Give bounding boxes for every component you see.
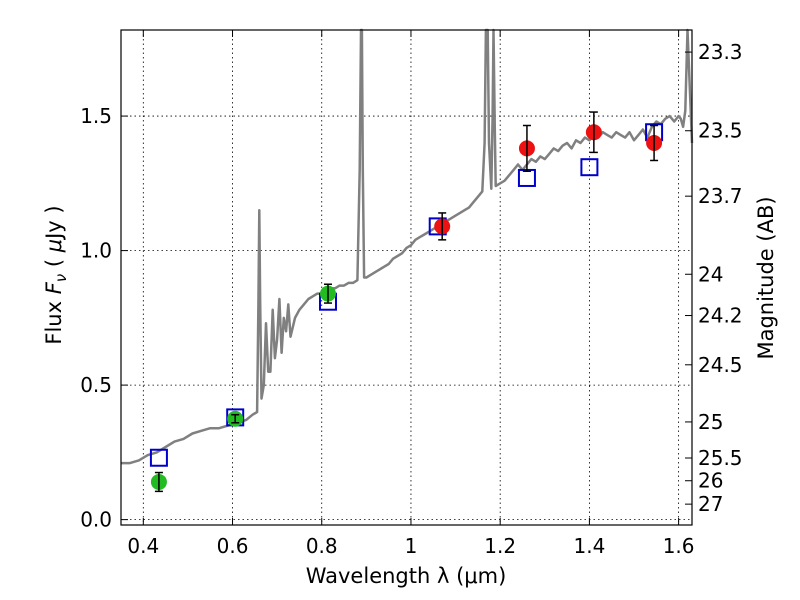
x-tick-label: 1.2 <box>484 534 516 558</box>
x-tick-label: 0.8 <box>306 534 338 558</box>
y2-tick-label: 26 <box>698 469 723 493</box>
x-axis-label: Wavelength λ (μm) <box>306 564 507 588</box>
y2-tick-label: 23.7 <box>698 184 743 208</box>
x-tick-label: 1.6 <box>663 534 695 558</box>
y-axis-ticks: 0.0 0.5 1.0 1.5 <box>80 104 128 532</box>
observed-optical-series <box>150 283 336 493</box>
y-axis-label-part: μ <box>42 239 66 253</box>
model-points-series <box>149 123 664 467</box>
x-axis-ticks: 0.4 0.6 0.8 1 1.2 1.4 1.6 <box>127 30 695 558</box>
y2-tick-label: 24 <box>698 262 723 286</box>
model-point <box>580 158 599 177</box>
y2-axis-label: Magnitude (AB) <box>754 196 778 359</box>
y2-tick-label: 23.5 <box>698 119 743 143</box>
plot-data-area <box>121 28 694 493</box>
plot-frame <box>120 29 693 526</box>
y2-tick-label: 25.5 <box>698 446 743 470</box>
y-axis-label-part: ν <box>52 274 70 282</box>
x-tick-label: 1 <box>405 534 418 558</box>
y-tick-label: 0.0 <box>80 508 112 532</box>
y-axis-label-part: ( <box>42 252 66 274</box>
model-spectrum-line <box>121 28 694 465</box>
grid-lines <box>121 30 692 525</box>
model-point <box>149 448 168 467</box>
x-tick-label: 0.6 <box>217 534 249 558</box>
y-tick-label: 1.5 <box>80 104 112 128</box>
y-axis-label-part: Flux <box>42 294 66 344</box>
observed-nir-series <box>434 111 663 241</box>
y2-tick-label: 25 <box>698 410 723 434</box>
model-point <box>517 168 536 187</box>
y-tick-label: 1.0 <box>80 239 112 263</box>
y-axis-label-part: Jy ) <box>42 205 66 241</box>
y2-tick-label: 23.3 <box>698 40 743 64</box>
x-tick-label: 1.4 <box>573 534 605 558</box>
y-axis-label: Flux Fν ( μJy ) <box>42 205 70 344</box>
y2-tick-label: 24.5 <box>698 353 743 377</box>
y2-tick-label: 24.2 <box>698 304 743 328</box>
y-axis-label-part: F <box>42 281 66 294</box>
y-tick-label: 0.5 <box>80 373 112 397</box>
x-tick-label: 0.4 <box>127 534 159 558</box>
y2-tick-label: 27 <box>698 492 723 516</box>
